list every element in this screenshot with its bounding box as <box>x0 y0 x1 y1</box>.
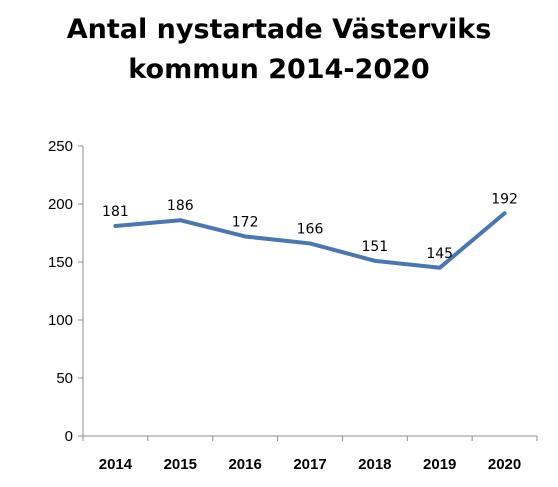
chart-title: Antal nystartade Västerviks kommun 2014-… <box>0 10 558 90</box>
y-tick-label: 250 <box>48 138 73 155</box>
x-tick-label: 2016 <box>228 456 261 473</box>
data-label: 166 <box>297 221 324 237</box>
chart-title-line-1: Antal nystartade Västerviks <box>66 14 492 45</box>
y-tick-label: 150 <box>48 254 73 271</box>
x-tick-label: 2018 <box>358 456 391 473</box>
series-line <box>113 211 507 270</box>
data-label: 192 <box>491 191 518 207</box>
x-tick-label: 2015 <box>164 456 197 473</box>
data-label: 181 <box>102 204 129 220</box>
data-label: 186 <box>167 198 194 214</box>
y-tick-label: 0 <box>65 428 73 445</box>
y-tick-label: 50 <box>56 370 73 387</box>
x-tick-label: 2017 <box>293 456 326 473</box>
x-tick-label: 2019 <box>423 456 456 473</box>
x-tick-label: 2020 <box>488 456 521 473</box>
data-label: 145 <box>426 246 453 262</box>
x-tick-label: 2014 <box>99 456 133 473</box>
chart-title-line-2: kommun 2014-2020 <box>128 54 430 85</box>
y-tick-label: 100 <box>48 312 73 329</box>
data-label: 172 <box>232 214 259 230</box>
data-label: 151 <box>361 239 388 255</box>
y-tick-label: 200 <box>48 196 73 213</box>
